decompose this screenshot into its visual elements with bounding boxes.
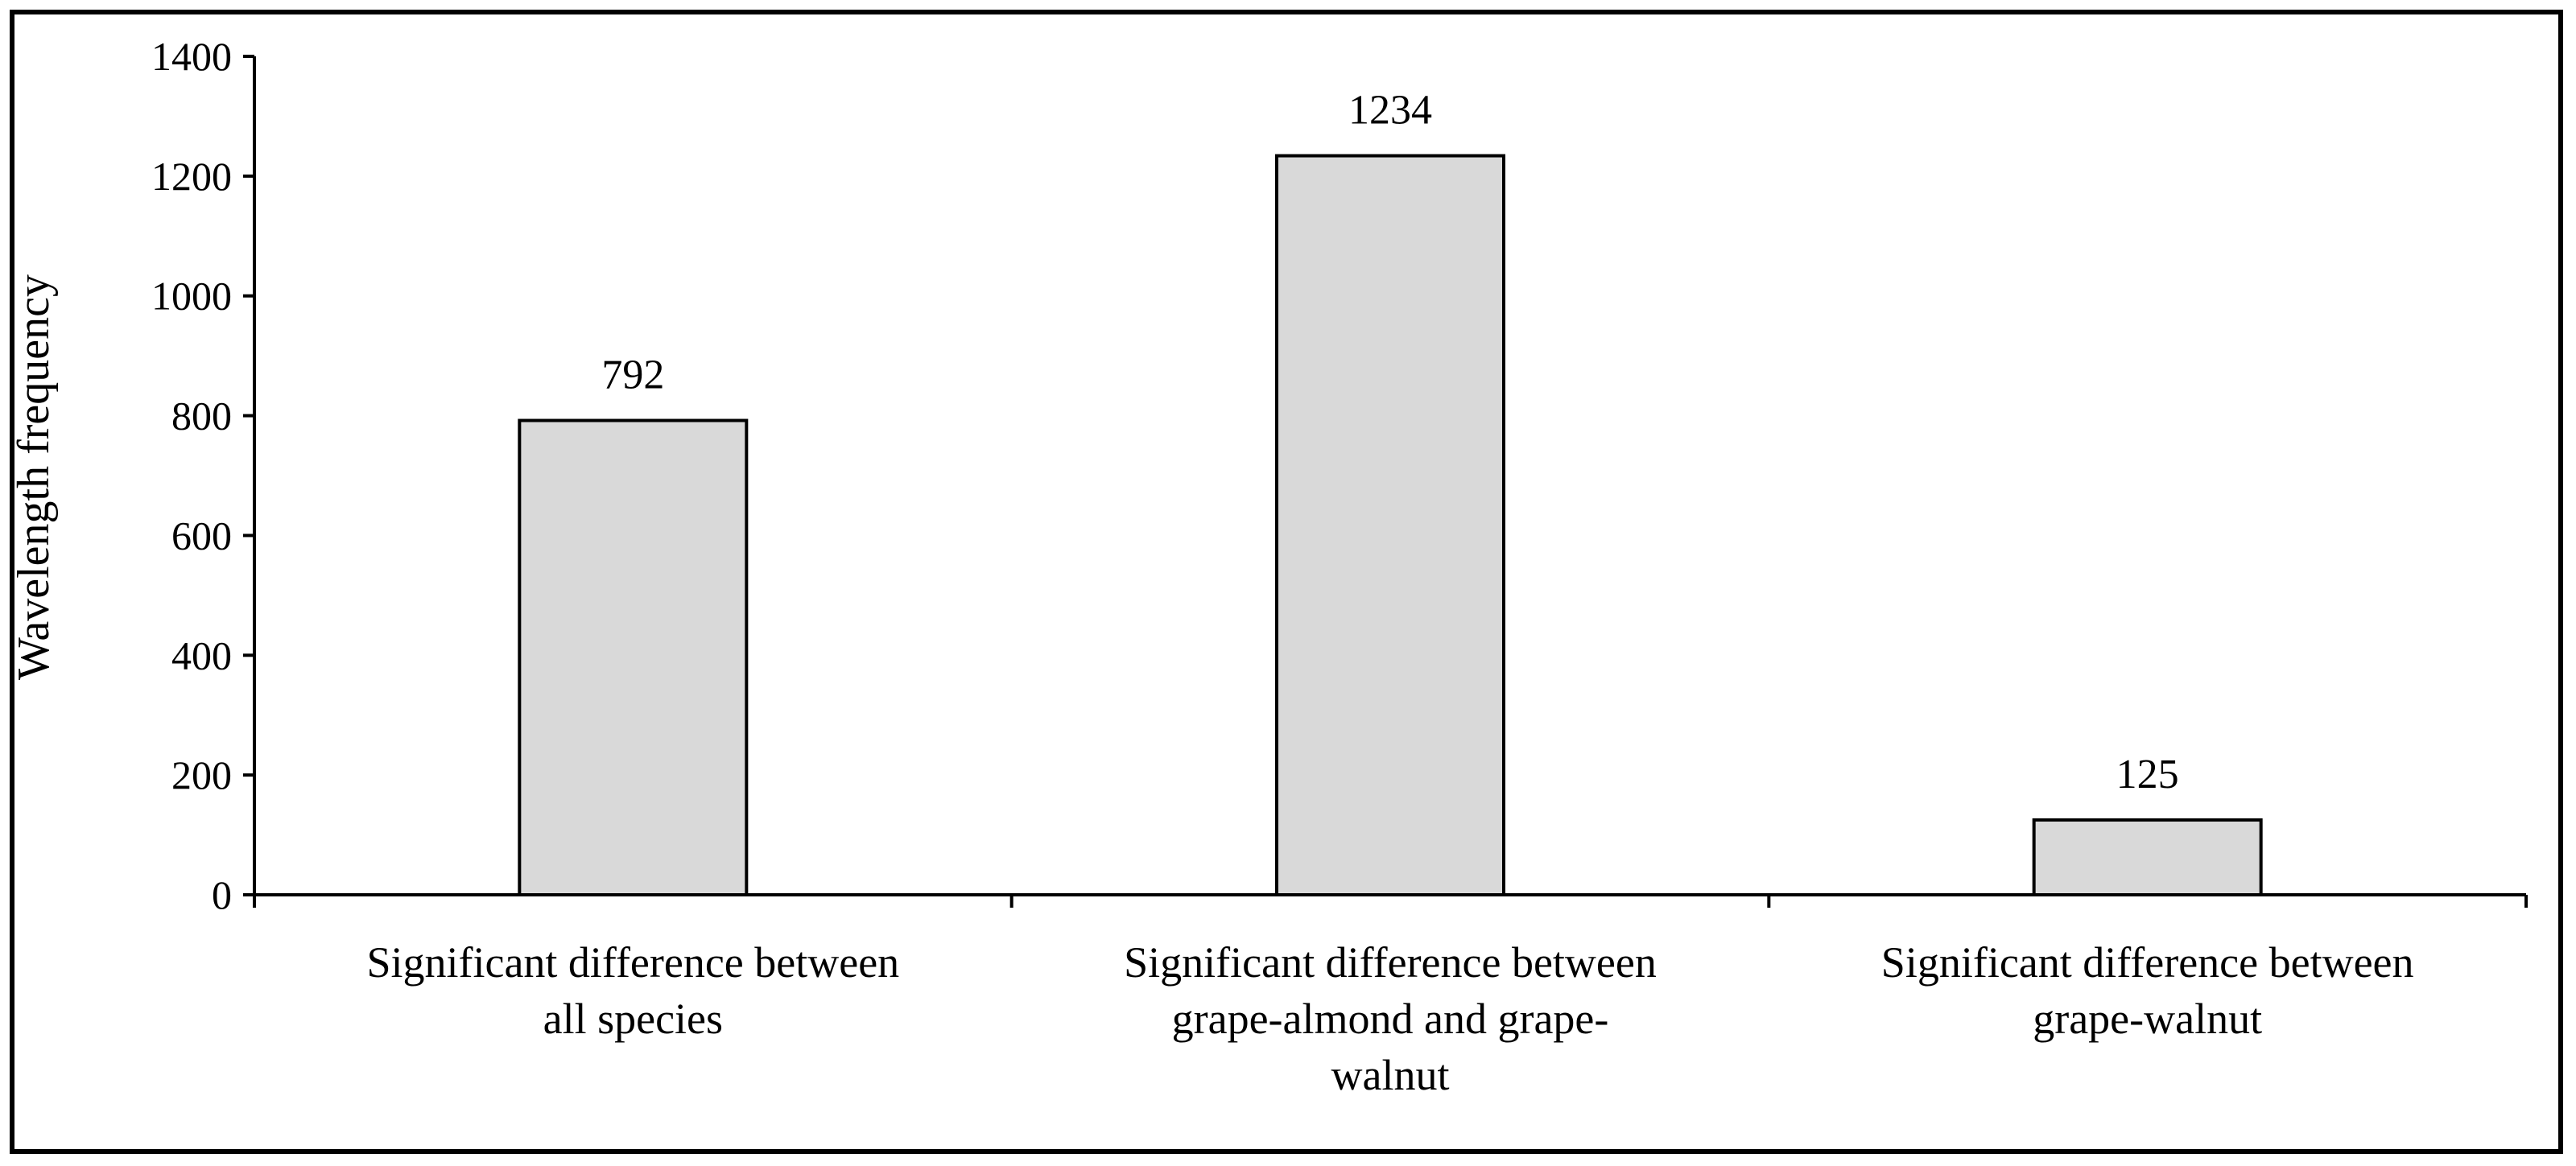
x-category-label: Significant difference between grape-almo… [1124, 938, 1657, 1099]
chart-bars [518, 154, 2263, 897]
x-category-label-line: Significant difference between [1881, 938, 2414, 987]
data-label: 125 [2116, 752, 2179, 797]
bar [518, 418, 749, 896]
x-category-label: Significant difference between grape-waln… [1881, 938, 2414, 1043]
y-tick-label: 400 [171, 632, 232, 678]
x-category-label-line: grape-almond and grape- [1172, 995, 1609, 1043]
chart-labels: 792 Significant difference between all spe… [366, 88, 2413, 1099]
x-category-label-line: all species [543, 995, 723, 1043]
x-category-label-line: Significant difference between [1124, 938, 1657, 987]
y-tick-label: 200 [171, 752, 232, 797]
y-tick-label: 0 [212, 872, 232, 917]
y-tick-label: 600 [171, 513, 232, 558]
x-category-label: Significant difference between all specie… [366, 938, 899, 1043]
bar [1275, 154, 1505, 896]
x-category-label-line: Significant difference between [366, 938, 899, 987]
data-label: 792 [601, 352, 664, 398]
y-tick-label: 800 [171, 393, 232, 439]
y-tick-label: 1000 [151, 274, 232, 319]
y-axis-title: Wavelength frequency [9, 274, 59, 680]
x-category-label-line: walnut [1331, 1051, 1450, 1099]
y-tick-label: 1200 [151, 154, 232, 199]
bar [2032, 818, 2263, 897]
data-label: 1234 [1348, 88, 1432, 134]
x-category-label-line: grape-walnut [2033, 995, 2262, 1043]
y-tick-label: 1400 [151, 34, 232, 79]
